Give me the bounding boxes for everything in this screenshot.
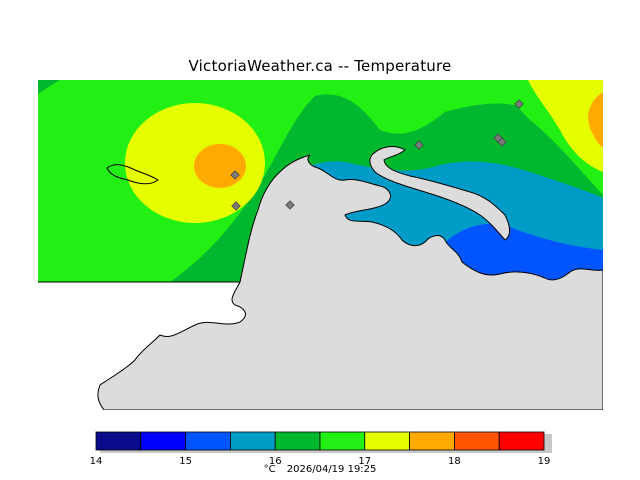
station-marker bbox=[230, 170, 240, 180]
timestamp: 2026/04/19 19:25 bbox=[286, 464, 377, 475]
peninsula bbox=[369, 146, 510, 241]
warm-core-right bbox=[588, 92, 603, 148]
legend-swatch bbox=[409, 431, 455, 451]
station-marker bbox=[514, 99, 524, 109]
legend-tick-label: 17 bbox=[358, 456, 371, 467]
legend-swatch bbox=[185, 431, 231, 451]
legend-swatch bbox=[319, 431, 366, 451]
legend-tick-label: 16 bbox=[269, 456, 282, 467]
island-outline bbox=[106, 164, 159, 185]
legend-swatch bbox=[453, 431, 500, 451]
legend-swatch bbox=[140, 431, 187, 451]
legend-swatch bbox=[95, 431, 142, 451]
legend-tick-label: 14 bbox=[90, 456, 103, 467]
station-marker bbox=[285, 200, 295, 210]
legend-tick-label: 15 bbox=[179, 456, 192, 467]
legend-tick-label: 19 bbox=[538, 456, 551, 467]
legend-caption: °C 2026/04/19 19:25 bbox=[0, 464, 640, 475]
station-marker bbox=[497, 137, 507, 147]
map-title: VictoriaWeather.ca -- Temperature bbox=[188, 57, 452, 75]
unit-label: °C bbox=[263, 464, 276, 475]
station-marker bbox=[231, 201, 241, 211]
legend-swatch bbox=[498, 431, 545, 451]
legend-swatch bbox=[364, 431, 410, 451]
land-mass bbox=[38, 154, 603, 410]
temp-band-15-east bbox=[440, 223, 603, 282]
legend-swatch bbox=[229, 431, 276, 451]
station-marker bbox=[414, 140, 424, 150]
warm-zone-right bbox=[528, 80, 603, 172]
legend-tick-label: 18 bbox=[448, 456, 461, 467]
legend-swatch bbox=[274, 431, 321, 451]
